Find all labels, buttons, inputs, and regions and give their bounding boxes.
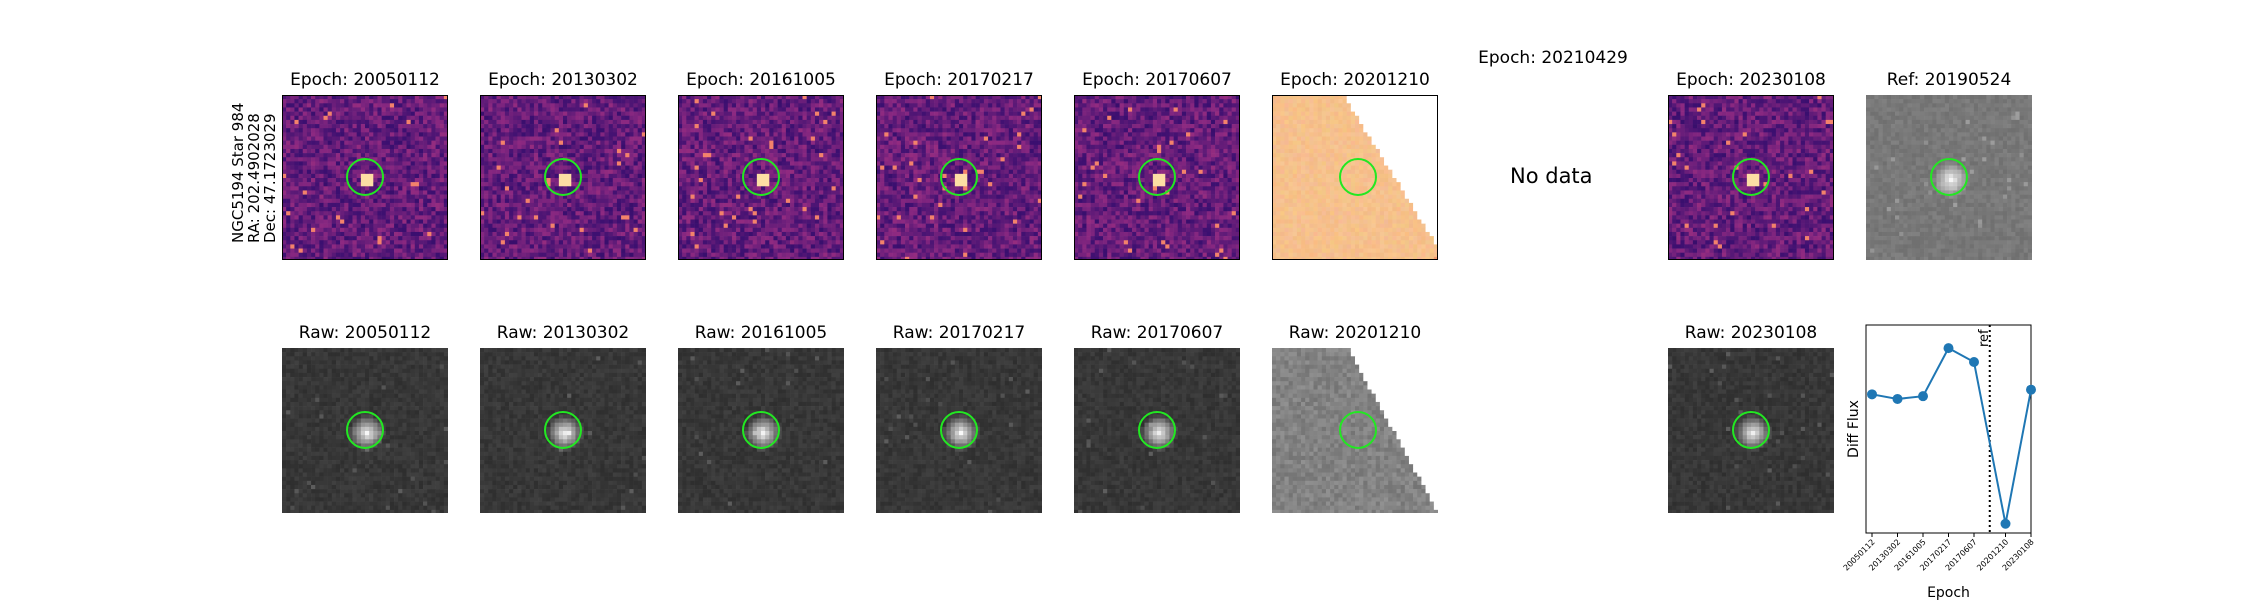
bottom-target-circle-1 [544,411,582,449]
top-target-circle-5 [1339,158,1377,196]
data-point-20170217 [1944,343,1954,353]
ref-label: ref [1977,329,1992,347]
bottom-target-circle-2 [742,411,780,449]
top-target-circle-0 [346,158,384,196]
top-title-8: Ref: 20190524 [1829,70,2069,90]
flux-chart-svg: ref2005011220130302201610052017021720170… [1810,320,2050,600]
bottom-target-circle-4 [1138,411,1176,449]
chart-axes-frame [1866,325,2031,533]
bottom-target-circle-0 [346,411,384,449]
top-title-5: Epoch: 20201210 [1235,70,1475,90]
data-point-20161005 [1918,391,1928,401]
side-label-name: NGC5194 Star 984 [230,103,246,243]
side-label-ra: RA: 202.4902028 [246,103,262,243]
data-point-20130302 [1893,394,1903,404]
data-point-20230108 [2026,385,2036,395]
side-label: NGC5194 Star 984 RA: 202.4902028 Dec: 47… [230,103,278,243]
top-target-circle-7 [1732,158,1770,196]
series-line [1872,348,2031,524]
top-target-circle-2 [742,158,780,196]
top-target-circle-3 [940,158,978,196]
x-axis-label: Epoch [1927,585,1970,600]
top-target-circle-1 [544,158,582,196]
bottom-target-circle-7 [1732,411,1770,449]
data-point-20170607 [1969,357,1979,367]
data-point-20050112 [1867,389,1877,399]
bottom-target-circle-3 [940,411,978,449]
top-target-circle-4 [1138,158,1176,196]
top-target-circle-8 [1930,158,1968,196]
bottom-target-circle-5 [1339,411,1377,449]
top-title-6: Epoch: 20210429 [1433,48,1673,68]
bottom-title-5: Raw: 20201210 [1235,323,1475,343]
data-point-20201210 [2001,519,2011,529]
y-axis-label: Diff Flux [1846,400,1862,458]
side-label-dec: Dec: 47.1723029 [262,103,278,243]
no-data-label: No data [1510,164,1593,188]
